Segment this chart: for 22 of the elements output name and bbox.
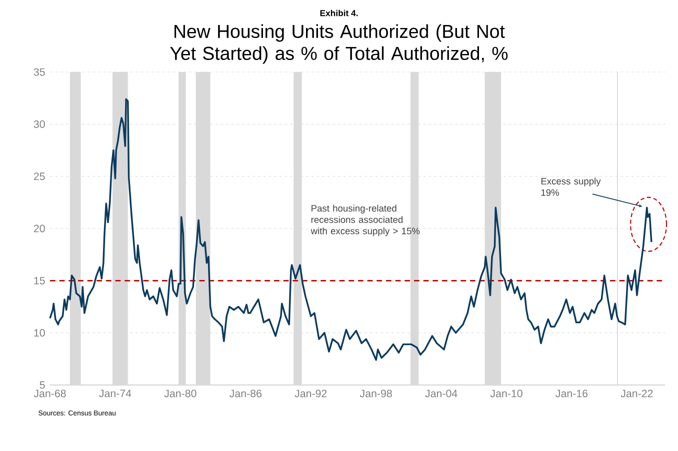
line-series bbox=[49, 98, 652, 361]
annotation: Excess supply 19% bbox=[541, 178, 601, 196]
y-tick-label: 30 bbox=[34, 120, 45, 128]
y-tick-label: 25 bbox=[34, 172, 45, 180]
x-tick-label: Jan-80 bbox=[164, 390, 196, 398]
x-tick-label: Jan-68 bbox=[34, 390, 66, 398]
y-tick-label: 15 bbox=[34, 276, 45, 284]
y-tick-label: 35 bbox=[34, 68, 45, 76]
chart-title: New Housing Units Authorized (But Not Yet Started) as % of Total Authorized, % bbox=[170, 24, 508, 64]
y-tick-label: 5 bbox=[40, 381, 45, 389]
x-tick-label: Jan-22 bbox=[620, 390, 653, 398]
x-tick-label: Jan-16 bbox=[556, 390, 588, 398]
x-tick-label: Jan-10 bbox=[490, 390, 522, 398]
y-tick-label: 10 bbox=[34, 329, 45, 337]
chart-subtitle: Exhibit 4. bbox=[320, 10, 358, 16]
y-tick-label: 20 bbox=[34, 224, 45, 232]
x-tick-label: Jan-04 bbox=[425, 390, 458, 398]
x-tick-label: Jan-74 bbox=[99, 390, 132, 398]
x-tick-label: Jan-86 bbox=[230, 390, 262, 398]
annotation: Past housing-related recessions associated with excess supply > 15% bbox=[310, 204, 420, 236]
x-tick-label: Jan-92 bbox=[294, 390, 327, 398]
x-tick-label: Jan-98 bbox=[360, 390, 392, 398]
